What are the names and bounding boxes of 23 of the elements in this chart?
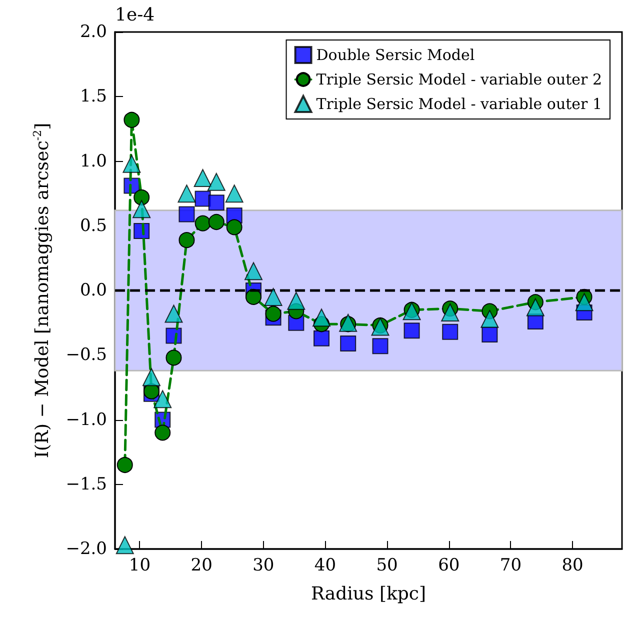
x-tick-label: 80 — [562, 556, 584, 576]
x-tick-label: 10 — [128, 556, 151, 576]
x-tick-label: 30 — [252, 556, 274, 576]
x-tick-label: 20 — [190, 556, 212, 576]
y-tick-label: 1.0 — [80, 151, 107, 172]
y-tick-label: 0.5 — [80, 216, 107, 236]
x-tick-label: 50 — [376, 556, 398, 576]
legend-label: Triple Sersic Model - variable outer 2 — [316, 70, 602, 88]
x-tick-label: 40 — [314, 556, 336, 576]
y-tick-label: 2.0 — [80, 22, 107, 42]
y-tick-label: −1.5 — [66, 474, 107, 494]
y-tick-label: −1.0 — [66, 410, 107, 430]
y-tick-label: 0.0 — [80, 280, 107, 300]
y-tick-label: 1.5 — [80, 86, 107, 107]
legend-label: Double Sersic Model — [316, 46, 475, 64]
y-axis-title: I(R) − Model [nanomaggies arcsec-2] — [31, 122, 53, 458]
y-tick-label: −0.5 — [66, 345, 107, 366]
text: 1e-4 — [115, 4, 155, 26]
x-axis-title: Radius [kpc] — [310, 584, 426, 604]
x-tick-label: 60 — [438, 556, 460, 576]
x-tick-label: 70 — [500, 556, 522, 576]
legend-label: Triple Sersic Model - variable outer 1 — [316, 95, 602, 113]
y-tick-label: −2.0 — [66, 539, 107, 559]
